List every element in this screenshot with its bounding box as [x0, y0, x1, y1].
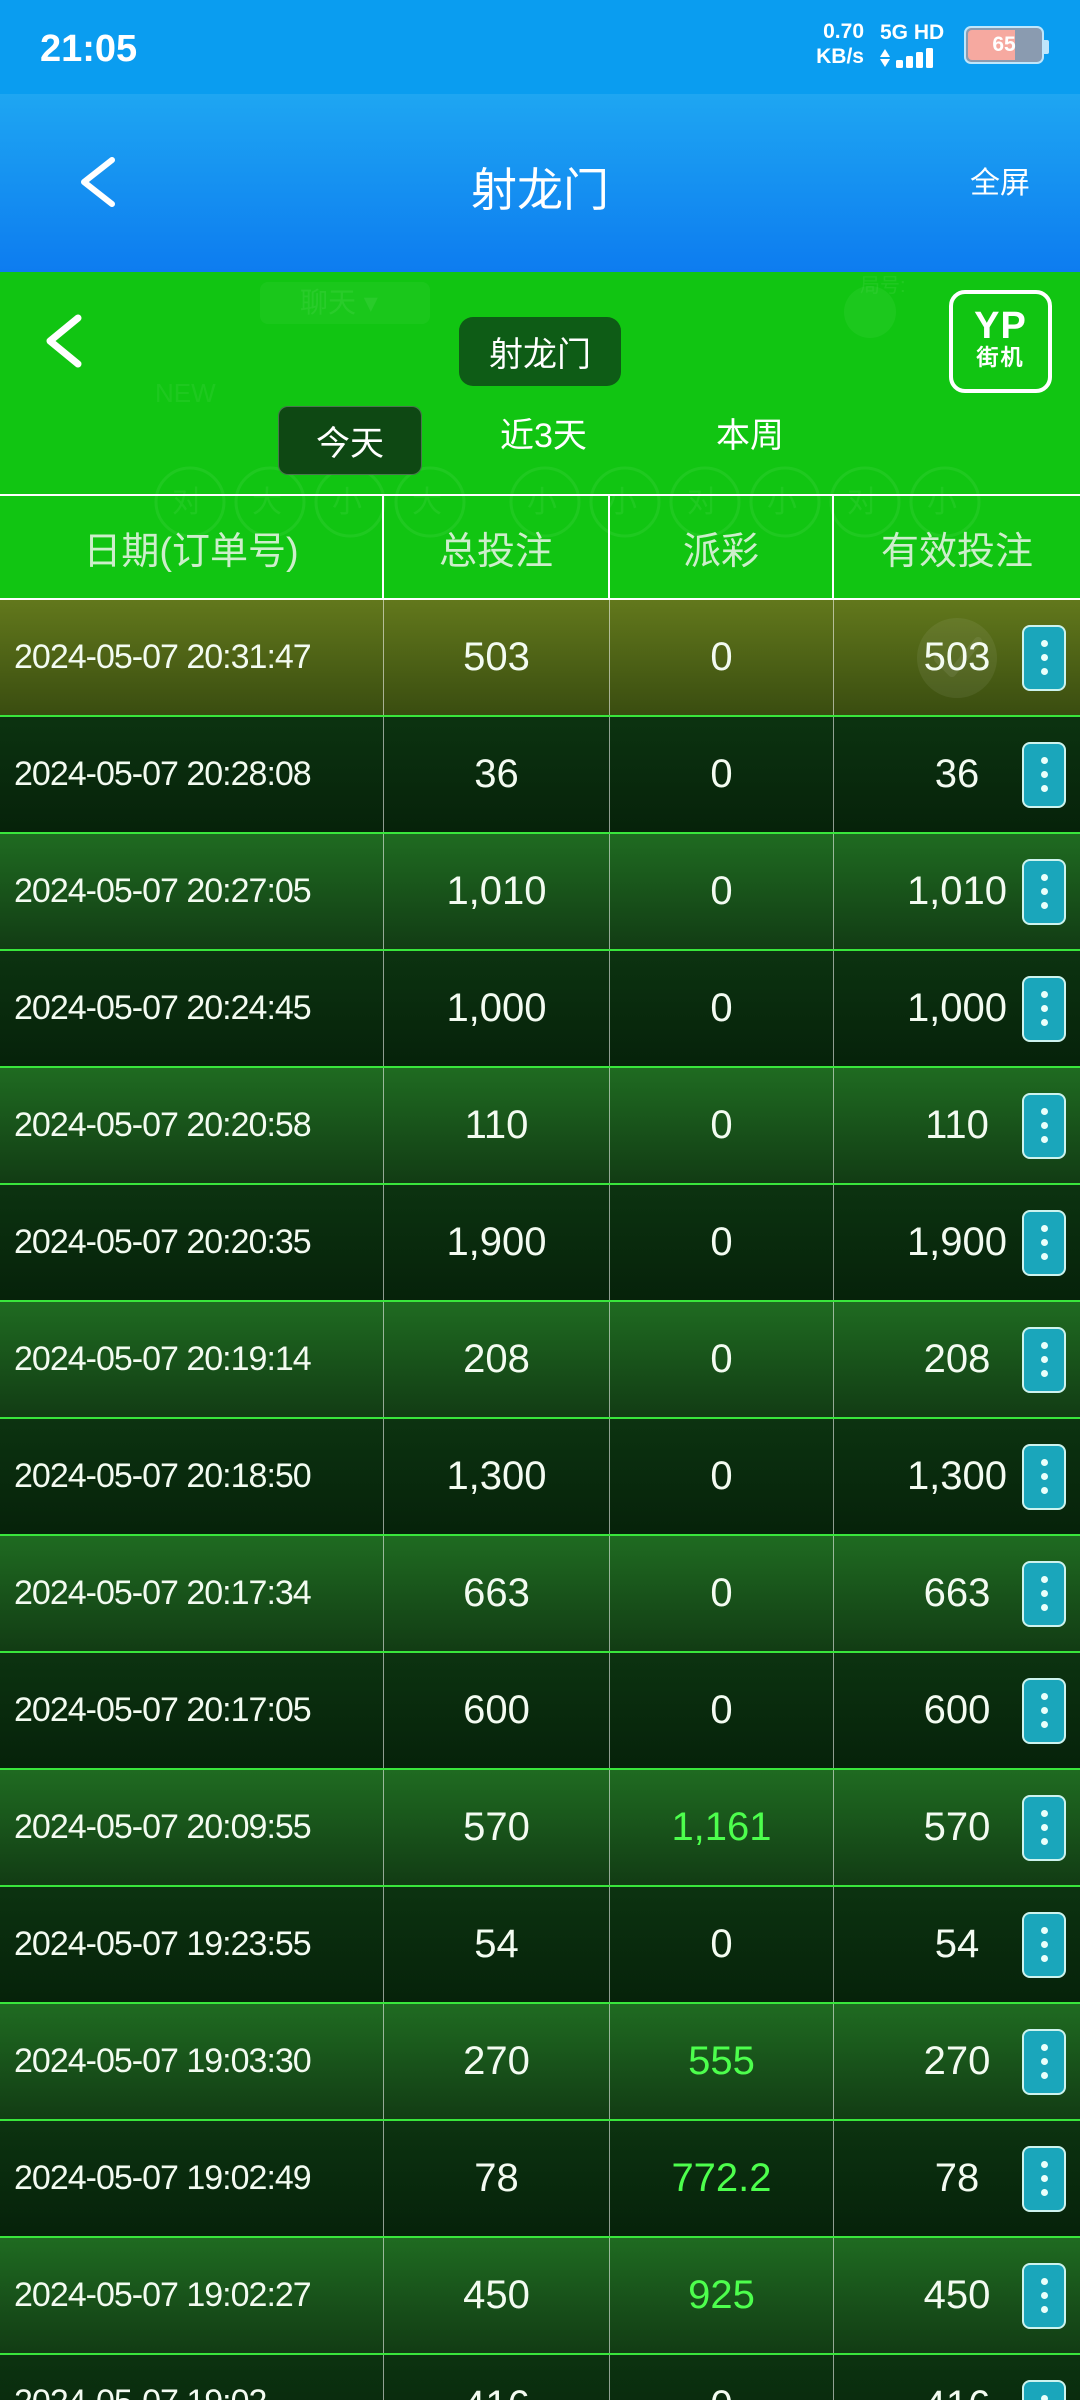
svg-text:聊天 ▾: 聊天 ▾	[300, 287, 378, 318]
svg-text:NEW: NEW	[155, 378, 216, 408]
svg-text:局号:: 局号:	[860, 275, 906, 297]
